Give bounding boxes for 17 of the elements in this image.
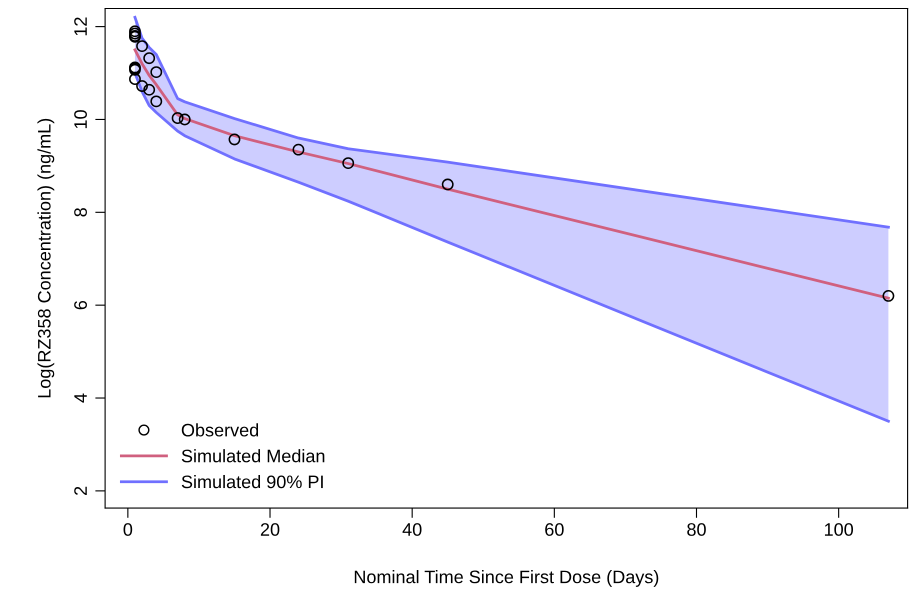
y-tick-label: 4 (74, 394, 87, 403)
y-tick-label: 12 (74, 17, 87, 36)
y-tick-label: 8 (74, 208, 87, 217)
x-tick-label: 20 (260, 523, 280, 536)
y-tick-label: 10 (74, 110, 87, 128)
y-tick-label: 6 (74, 300, 87, 310)
x-tick-label: 60 (545, 523, 564, 536)
x-tick-label: 80 (687, 523, 706, 536)
y-axis-title: Log(RZ358 Concentration) (ng/mL) (37, 118, 54, 398)
legend-label: Observed (182, 423, 258, 437)
legend-label: Simulated 90% PI (182, 474, 323, 488)
x-tick-label: 40 (402, 523, 422, 536)
x-axis-title: Nominal Time Since First Dose (Days) (354, 570, 658, 587)
x-tick-label: 100 (824, 523, 854, 536)
y-tick-label: 2 (74, 486, 87, 495)
legend-label: Simulated Median (182, 449, 324, 462)
x-tick-label: 0 (124, 523, 132, 536)
